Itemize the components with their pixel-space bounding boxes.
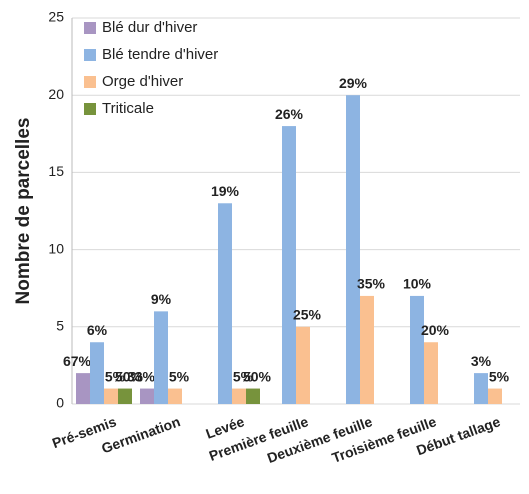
y-tick-label: 5 (56, 318, 64, 334)
bar (90, 342, 104, 404)
data-label: 5% (233, 368, 254, 384)
legend-swatch (84, 103, 96, 115)
bar (218, 203, 232, 404)
bar (410, 295, 424, 404)
legend-label: Triticale (102, 100, 154, 117)
y-tick-label: 0 (56, 395, 64, 411)
legend-swatch (84, 49, 96, 61)
bar (346, 95, 360, 404)
data-label: 50% (115, 368, 144, 384)
data-label: 20% (421, 322, 450, 338)
bar (296, 326, 310, 404)
data-label: 5% (105, 368, 126, 384)
bar (104, 388, 118, 404)
y-tick-label: 10 (48, 240, 64, 256)
legend-swatch (84, 22, 96, 34)
data-label: 5% (169, 368, 190, 384)
legend-swatch (84, 76, 96, 88)
legend-label: Orge d'hiver (102, 73, 183, 90)
data-label: 50% (243, 368, 272, 384)
bar (168, 388, 182, 404)
bar (232, 388, 246, 404)
bar (474, 373, 488, 404)
legend-label: Blé dur d'hiver (102, 19, 197, 36)
data-label: 9% (151, 291, 172, 307)
y-tick-label: 15 (48, 163, 64, 179)
data-label: 33% (127, 368, 156, 384)
bar (76, 373, 90, 404)
data-label: 19% (211, 183, 240, 199)
bar (118, 388, 132, 404)
bar (488, 388, 502, 404)
data-label: 6% (87, 322, 108, 338)
data-label: 10% (403, 276, 432, 292)
bar (282, 126, 296, 404)
data-label: 67% (63, 353, 92, 369)
legend-label: Blé tendre d'hiver (102, 46, 218, 63)
data-label: 3% (471, 353, 492, 369)
bar (140, 388, 154, 404)
bar (424, 342, 438, 404)
data-label: 25% (293, 307, 322, 323)
data-label: 29% (339, 75, 368, 91)
y-axis-label: Nombre de parcelles (13, 118, 34, 305)
bar (360, 295, 374, 404)
data-label: 5% (489, 368, 510, 384)
data-label: 26% (275, 106, 304, 122)
bar (154, 311, 168, 404)
y-tick-label: 20 (48, 86, 64, 102)
y-tick-label: 25 (48, 9, 64, 25)
bar (246, 388, 260, 404)
data-label: 35% (357, 276, 386, 292)
